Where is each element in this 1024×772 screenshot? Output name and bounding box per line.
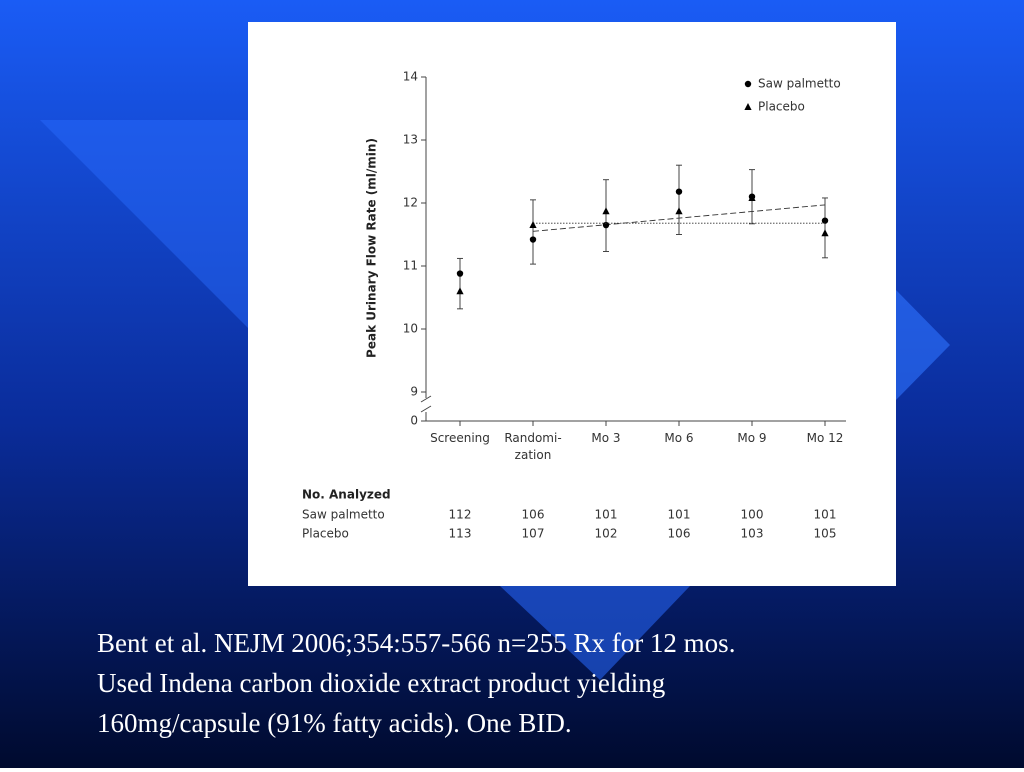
table-row-label: Saw palmetto xyxy=(302,508,385,522)
legend-marker xyxy=(744,103,752,110)
table-cell: 113 xyxy=(449,527,472,541)
axis-break xyxy=(420,395,432,403)
y-tick-label: 11 xyxy=(403,259,418,273)
data-point xyxy=(456,287,464,295)
x-tick-label: Mo 9 xyxy=(737,431,767,445)
data-point xyxy=(821,217,829,224)
legend-label: Placebo xyxy=(758,100,805,114)
data-point xyxy=(529,221,537,229)
caption-line: Used Indena carbon dioxide extract produ… xyxy=(97,668,665,698)
data-point xyxy=(675,188,683,195)
table-cell: 106 xyxy=(668,527,691,541)
table-title: No. Analyzed xyxy=(302,488,391,502)
table-cell: 102 xyxy=(595,527,618,541)
table-row-label: Placebo xyxy=(302,527,349,541)
y-tick-label: 9 xyxy=(410,385,418,399)
data-point xyxy=(529,236,537,243)
legend-label: Saw palmetto xyxy=(758,77,841,91)
x-tick-label: Mo 6 xyxy=(664,431,694,445)
data-point xyxy=(602,207,610,215)
table-cell: 106 xyxy=(522,508,545,522)
data-point xyxy=(675,207,683,215)
legend-marker xyxy=(744,80,752,88)
y-axis-title: Peak Urinary Flow Rate (ml/min) xyxy=(365,138,379,358)
data-point xyxy=(748,193,756,201)
y-tick-label: 10 xyxy=(403,322,418,336)
table-cell: 100 xyxy=(741,508,764,522)
table-cell: 112 xyxy=(449,508,472,522)
trend-line xyxy=(532,204,826,232)
x-tick-label: Randomi- zation xyxy=(504,431,562,462)
chart-panel xyxy=(248,22,896,586)
decor xyxy=(896,290,950,400)
x-tick-label: Mo 3 xyxy=(591,431,621,445)
data-point xyxy=(456,270,464,277)
x-tick-label: Screening xyxy=(430,431,490,445)
table-cell: 105 xyxy=(814,527,837,541)
table-cell: 101 xyxy=(668,508,691,522)
y-tick-label: 0 xyxy=(410,414,418,428)
axis-break xyxy=(420,405,432,413)
caption-line: Bent et al. NEJM 2006;354:557-566 n=255 … xyxy=(97,628,735,658)
caption-line: 160mg/capsule (91% fatty acids). One BID… xyxy=(97,708,572,738)
x-tick-label: Mo 12 xyxy=(806,431,844,445)
data-point xyxy=(602,221,610,229)
table-cell: 103 xyxy=(741,527,764,541)
decor xyxy=(500,586,690,680)
table-cell: 107 xyxy=(522,527,545,541)
y-tick-label: 13 xyxy=(403,133,418,147)
table-cell: 101 xyxy=(595,508,618,522)
data-point xyxy=(821,229,829,237)
decor xyxy=(40,120,250,330)
table-cell: 101 xyxy=(814,508,837,522)
y-tick-label: 12 xyxy=(403,196,418,210)
y-tick-label: 14 xyxy=(403,70,418,84)
